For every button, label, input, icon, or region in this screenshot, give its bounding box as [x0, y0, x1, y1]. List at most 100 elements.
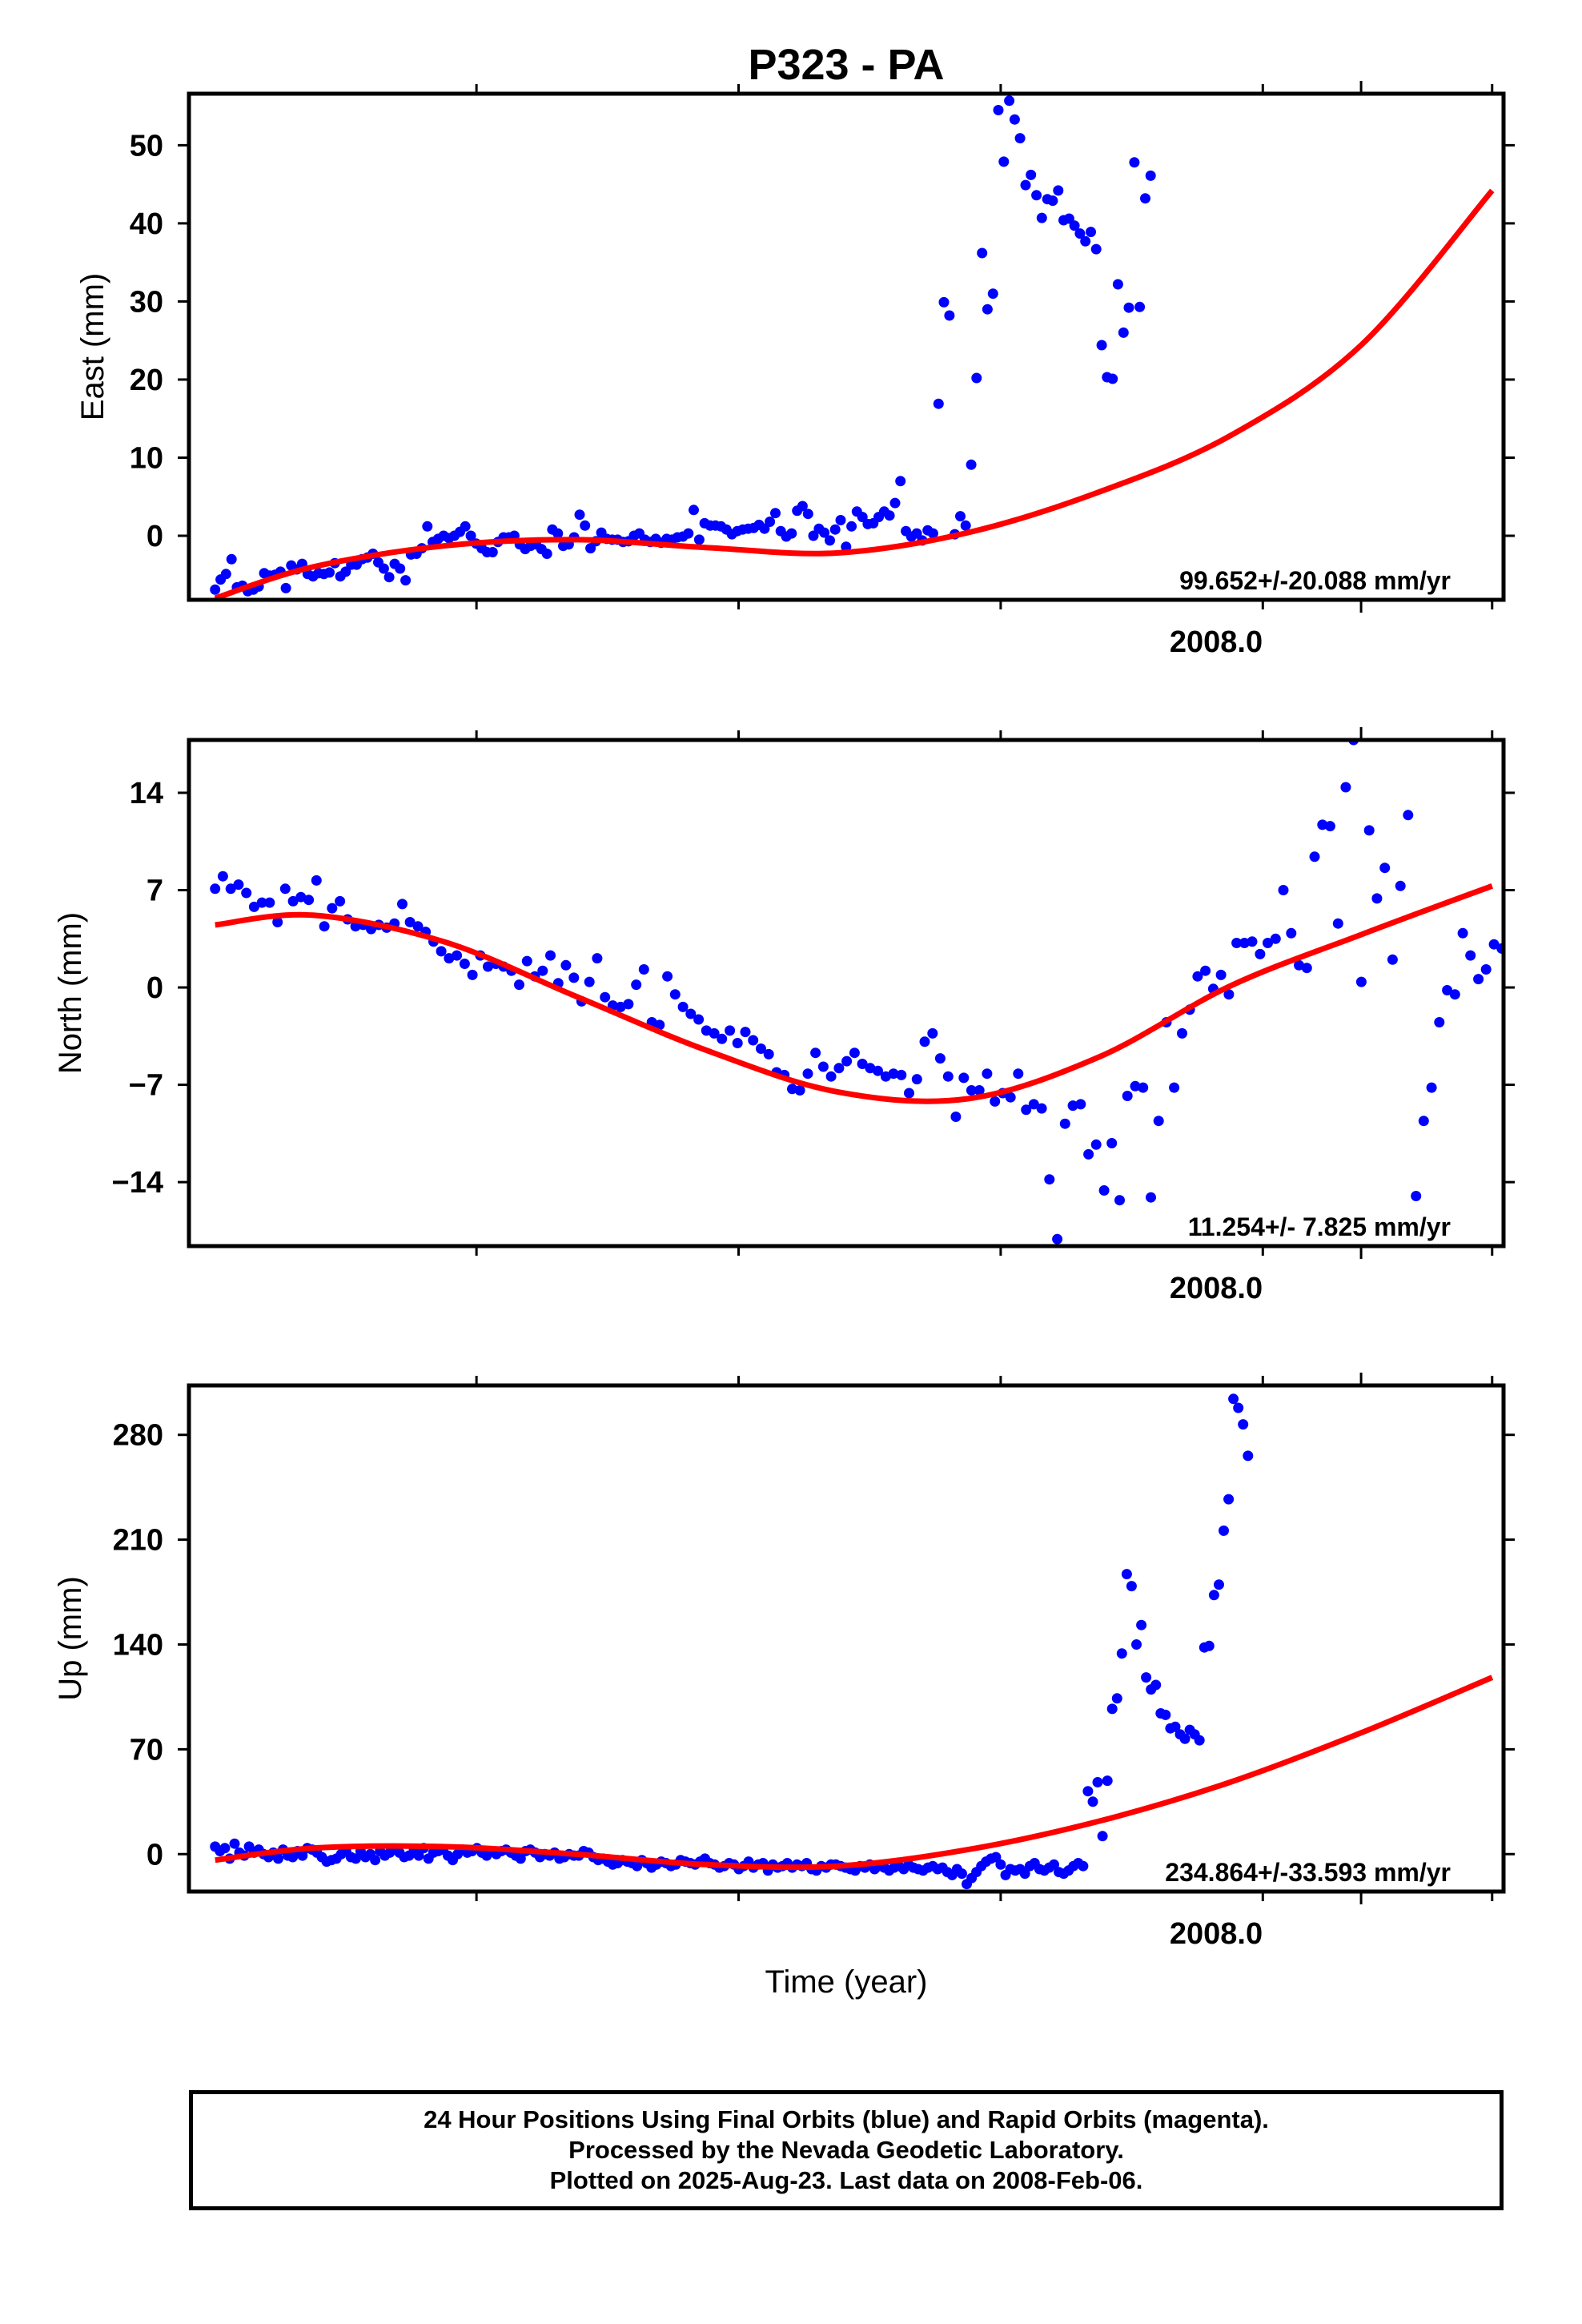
north-data-point: [1114, 1195, 1125, 1206]
up-data-point: [1223, 1494, 1235, 1505]
east-data-point: [383, 572, 395, 583]
north-data-point: [662, 971, 673, 982]
east-data-point: [280, 582, 291, 593]
north-data-point: [1122, 1091, 1133, 1101]
east-data-point: [400, 575, 412, 586]
north-data-point: [982, 1068, 993, 1080]
north-data-point: [521, 955, 532, 967]
north-data-point: [568, 972, 580, 983]
north-data-point: [1138, 1082, 1149, 1093]
east-data-point: [378, 563, 389, 574]
up-rate-label: 234.864+/-33.593 mm/yr: [1165, 1858, 1451, 1887]
north-data-point: [537, 965, 548, 976]
north-data-point: [1013, 1068, 1024, 1080]
up-data-point: [1203, 1640, 1215, 1651]
north-data-point: [412, 921, 424, 932]
north-data-point: [717, 1033, 728, 1044]
north-data-point: [1355, 976, 1367, 987]
north-data-point: [1473, 974, 1484, 985]
north-data-point: [1411, 1191, 1422, 1201]
east-data-point: [977, 247, 988, 259]
up-y-tick-label: 140: [113, 1628, 163, 1662]
up-data-point: [1219, 1525, 1229, 1536]
up-data-point: [273, 1853, 283, 1864]
up-data-point: [1136, 1619, 1147, 1630]
east-data-point: [1047, 195, 1058, 207]
north-data-point: [631, 979, 642, 991]
up-data-point: [1170, 1721, 1181, 1732]
north-data-point: [1457, 927, 1468, 939]
north-data-point: [467, 969, 478, 980]
panel-east: 0 10 20 30 40 50 East (mm) 2008.0 99.652+/-20…: [75, 81, 1515, 659]
north-y-tick-label: 0: [147, 971, 163, 1005]
up-data-point: [1116, 1648, 1127, 1659]
east-data-point: [911, 528, 922, 539]
up-data-point: [1111, 1693, 1122, 1704]
east-data-point: [220, 569, 231, 580]
up-y-tick-label: 0: [147, 1838, 163, 1872]
east-data-point: [944, 310, 955, 321]
north-data-point: [841, 1055, 853, 1067]
up-data-point: [1049, 1859, 1059, 1870]
east-data-point: [765, 517, 776, 527]
north-data-point: [1371, 893, 1383, 904]
north-data-point: [1239, 938, 1250, 948]
east-data-point: [1031, 190, 1042, 201]
east-data-point: [574, 509, 585, 521]
east-data-point: [460, 521, 471, 532]
north-data-point: [794, 1085, 805, 1096]
north-data-point: [404, 917, 416, 927]
north-data-point: [709, 1027, 720, 1039]
north-data-point: [1309, 851, 1320, 862]
north-data-point: [934, 1053, 946, 1064]
east-data-point: [1118, 327, 1129, 338]
north-data-point: [1044, 1174, 1055, 1185]
north-data-point: [1488, 939, 1500, 950]
north-data-point: [990, 1096, 1001, 1107]
north-data-point: [1215, 969, 1227, 980]
north-y-axis-label: North (mm): [53, 912, 88, 1074]
east-data-point: [895, 476, 906, 487]
east-data-point: [395, 563, 406, 574]
east-data-point: [819, 527, 830, 538]
north-data-point: [732, 1038, 743, 1048]
north-y-tick-label: 14: [130, 777, 163, 810]
north-data-point: [1005, 1092, 1016, 1103]
north-data-point: [701, 1025, 712, 1036]
north-data-point: [459, 959, 470, 969]
north-data-point: [560, 959, 572, 971]
east-data-point: [966, 459, 977, 470]
up-data-point: [1238, 1419, 1249, 1430]
east-data-point: [541, 549, 552, 559]
north-data-point: [1106, 1138, 1118, 1148]
north-data-point: [210, 883, 221, 895]
north-data-point: [335, 895, 346, 907]
north-data-point: [638, 964, 649, 975]
north-data-point: [911, 1074, 922, 1085]
east-data-point: [1145, 170, 1156, 181]
north-data-point: [287, 895, 299, 907]
north-data-point: [1146, 1192, 1156, 1203]
east-x-tick-label: 2008.0: [1170, 625, 1263, 659]
north-data-point: [279, 883, 291, 895]
up-data-point: [995, 1859, 1006, 1870]
north-data-point: [295, 891, 307, 903]
east-data-point: [955, 511, 966, 522]
up-data-point: [1126, 1581, 1137, 1592]
east-data-point: [808, 530, 819, 541]
up-y-tick-label: 70: [130, 1733, 163, 1767]
east-data-point: [770, 508, 781, 519]
east-y-tick-label: 0: [147, 520, 163, 553]
up-data-point: [515, 1853, 526, 1864]
up-data-point: [1121, 1569, 1132, 1580]
up-data-point: [1228, 1393, 1239, 1405]
east-data-point: [835, 515, 846, 525]
east-data-point: [884, 510, 895, 521]
north-data-point: [1192, 971, 1203, 982]
east-data-point: [933, 398, 944, 409]
east-data-point: [683, 528, 694, 539]
east-fit-line: [214, 188, 1495, 600]
east-data-point: [971, 372, 982, 384]
east-frame: [187, 91, 1506, 602]
up-data-point: [1082, 1786, 1094, 1797]
